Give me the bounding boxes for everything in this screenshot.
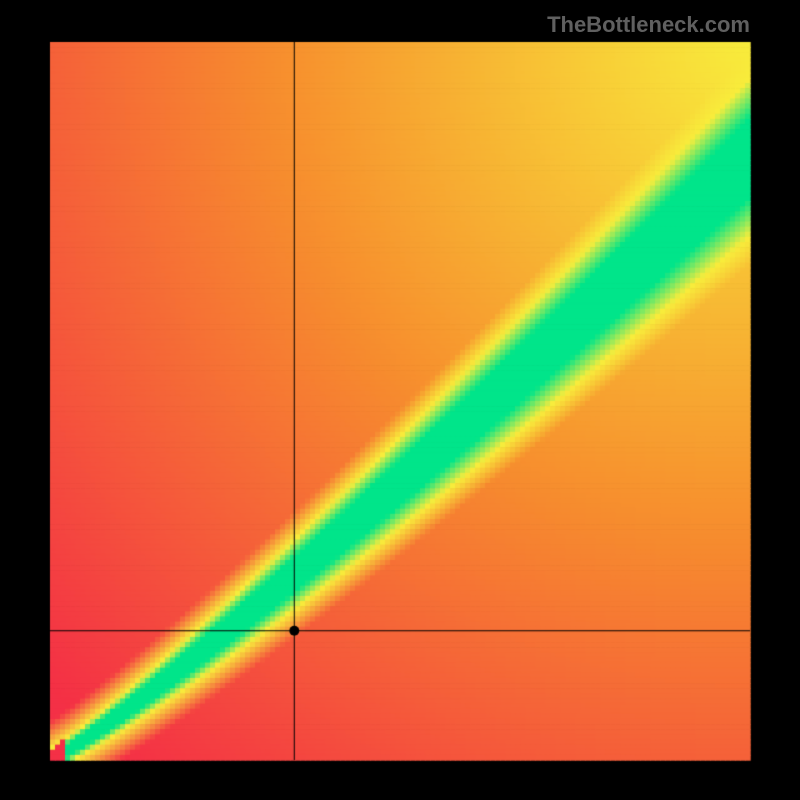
bottleneck-heatmap — [0, 0, 800, 800]
watermark-text: TheBottleneck.com — [547, 12, 750, 38]
